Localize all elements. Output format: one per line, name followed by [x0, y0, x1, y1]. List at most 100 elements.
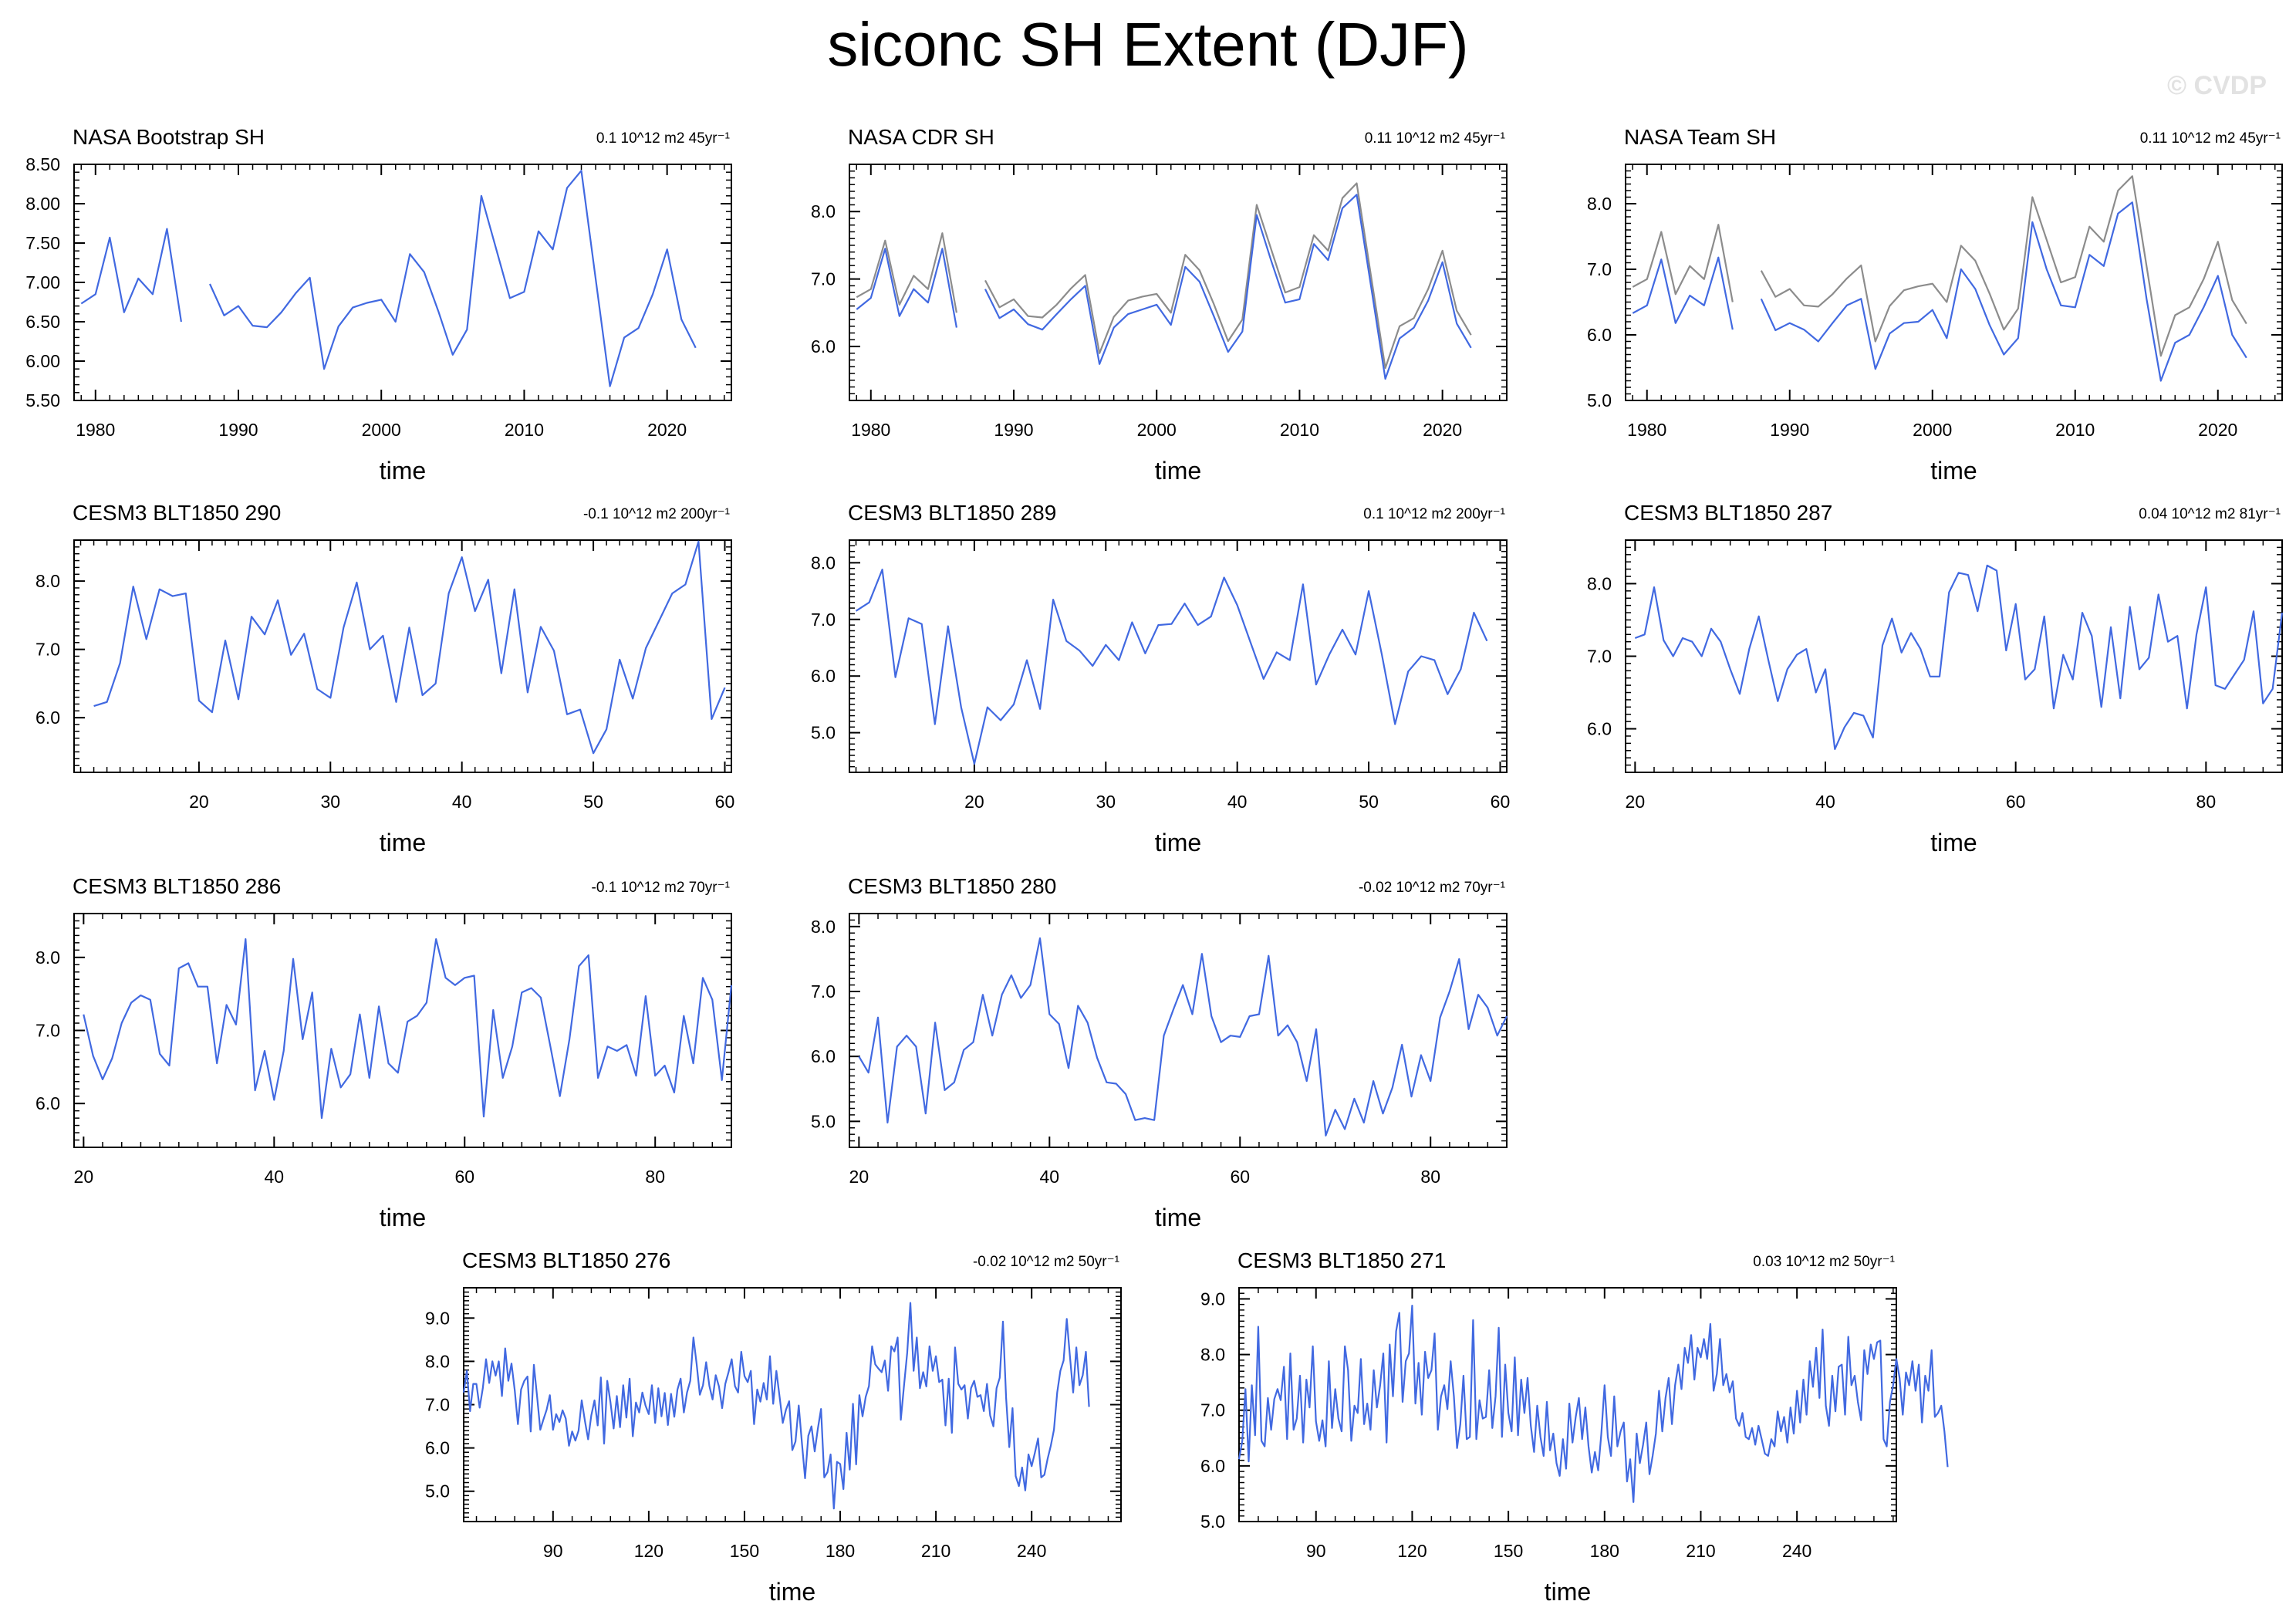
y-tick-label: 8.0 [35, 947, 60, 968]
plot-frame [73, 164, 732, 401]
x-tick-label: 50 [1359, 792, 1379, 812]
y-tick-label: 8.50 [25, 154, 60, 174]
x-tick-label: 2020 [1423, 420, 1462, 440]
y-tick-label: 5.0 [1587, 390, 1612, 410]
chart-title: NASA CDR SH [848, 125, 994, 149]
trend-label: 0.1 10^12 m2 200yr⁻¹ [1363, 506, 1505, 522]
plot-frame [73, 539, 732, 773]
x-tick-label: 60 [454, 1167, 474, 1187]
x-tick-label: 60 [1491, 792, 1511, 812]
x-axis-label: time [1545, 1578, 1591, 1606]
x-axis-label: time [1155, 1204, 1201, 1231]
trend-label: 0.11 10^12 m2 45yr⁻¹ [2140, 130, 2281, 147]
x-tick-label: 2020 [647, 420, 687, 440]
y-tick-label: 6.0 [1587, 325, 1612, 345]
x-tick-label: 2000 [362, 420, 401, 440]
y-tick-label: 5.0 [811, 723, 836, 743]
y-tick-label: 7.0 [811, 610, 836, 630]
y-tick-label: 7.0 [811, 269, 836, 289]
y-tick-label: 5.50 [25, 390, 60, 410]
x-tick-label: 2000 [1913, 420, 1952, 440]
y-tick-label: 5.0 [811, 1111, 836, 1131]
plot-frame [1625, 539, 2283, 773]
trend-label: -0.02 10^12 m2 50yr⁻¹ [973, 1254, 1119, 1270]
chart-panel: CESM3 BLT1850 271 0.03 10^12 m2 50yr⁻¹ tim… [1200, 1248, 1949, 1606]
x-tick-label: 40 [1227, 792, 1248, 812]
y-tick-label: 6.00 [25, 351, 60, 371]
y-tick-label: 7.0 [35, 1021, 60, 1041]
y-tick-label: 6.0 [1200, 1456, 1225, 1476]
cvdp-watermark: © CVDP [2167, 71, 2267, 100]
chart-panel: CESM3 BLT1850 289 0.1 10^12 m2 200yr⁻¹ tim… [811, 501, 1510, 856]
x-tick-label: 1990 [1770, 420, 1809, 440]
y-tick-label: 8.00 [25, 194, 60, 214]
y-tick-label: 6.0 [1587, 719, 1612, 739]
y-tick-label: 6.0 [811, 336, 836, 356]
x-tick-label: 2010 [505, 420, 544, 440]
chart-title: CESM3 BLT1850 287 [1624, 501, 1832, 525]
y-tick-label: 8.0 [811, 917, 836, 937]
x-tick-label: 90 [1306, 1541, 1326, 1561]
trend-label: 0.04 10^12 m2 81yr⁻¹ [2139, 506, 2281, 522]
x-tick-label: 90 [543, 1541, 563, 1561]
x-tick-label: 180 [1590, 1541, 1619, 1561]
x-tick-label: 20 [1626, 792, 1646, 812]
x-tick-label: 20 [849, 1167, 869, 1187]
y-tick-label: 8.0 [425, 1351, 450, 1371]
x-axis-label: time [380, 1204, 426, 1231]
x-tick-label: 1990 [218, 420, 258, 440]
x-tick-label: 240 [1017, 1541, 1046, 1561]
y-tick-label: 6.0 [811, 666, 836, 686]
chart-title: CESM3 BLT1850 276 [462, 1248, 670, 1272]
y-tick-label: 8.0 [35, 571, 60, 591]
x-tick-label: 40 [1815, 792, 1835, 812]
x-tick-label: 150 [730, 1541, 759, 1561]
y-tick-label: 6.50 [25, 312, 60, 332]
plot-frame [849, 539, 1508, 773]
chart-panel: CESM3 BLT1850 287 0.04 10^12 m2 81yr⁻¹ tim… [1587, 501, 2284, 856]
y-tick-label: 7.0 [35, 640, 60, 660]
chart-title: CESM3 BLT1850 290 [73, 501, 281, 525]
x-tick-label: 120 [634, 1541, 663, 1561]
x-tick-label: 40 [265, 1167, 285, 1187]
y-tick-label: 5.0 [1200, 1512, 1225, 1532]
x-tick-label: 60 [2006, 792, 2026, 812]
plot-frame [849, 164, 1508, 401]
x-tick-label: 20 [964, 792, 984, 812]
series-line-model [83, 938, 733, 1120]
y-tick-label: 7.0 [1587, 259, 1612, 279]
chart-panel: CESM3 BLT1850 290 -0.1 10^12 m2 200yr⁻¹ ti… [35, 501, 734, 856]
x-tick-label: 180 [826, 1541, 855, 1561]
page-title: siconc SH Extent (DJF) [827, 10, 1469, 79]
trend-label: 0.1 10^12 m2 45yr⁻¹ [596, 130, 730, 147]
x-tick-label: 60 [1230, 1167, 1250, 1187]
x-tick-label: 1980 [851, 420, 890, 440]
chart-title: NASA Team SH [1624, 125, 1776, 149]
x-tick-label: 240 [1782, 1541, 1811, 1561]
chart-panel: CESM3 BLT1850 280 -0.02 10^12 m2 70yr⁻¹ ti… [811, 874, 1508, 1231]
x-axis-label: time [1930, 829, 1977, 856]
x-axis-label: time [380, 829, 426, 856]
x-tick-label: 1980 [76, 420, 115, 440]
y-tick-label: 7.0 [1587, 647, 1612, 667]
y-tick-label: 6.0 [35, 1093, 60, 1113]
x-tick-label: 40 [452, 792, 472, 812]
y-tick-label: 7.0 [811, 981, 836, 1002]
series-line-model [1634, 564, 2284, 750]
chart-panel: NASA Bootstrap SH 0.1 10^12 m2 45yr⁻¹ time… [25, 125, 732, 485]
x-axis-label: time [769, 1578, 815, 1606]
x-tick-label: 2000 [1137, 420, 1177, 440]
x-tick-label: 2020 [2198, 420, 2237, 440]
x-tick-label: 20 [189, 792, 209, 812]
chart-panel: NASA CDR SH 0.11 10^12 m2 45yr⁻¹ time 1980 1… [811, 125, 1508, 485]
y-tick-label: 6.0 [425, 1438, 450, 1458]
x-tick-label: 1980 [1627, 420, 1666, 440]
plot-frame [849, 913, 1508, 1148]
y-tick-label: 8.0 [1587, 573, 1612, 593]
y-tick-label: 5.0 [425, 1481, 450, 1501]
y-tick-label: 7.0 [425, 1395, 450, 1415]
chart-title: CESM3 BLT1850 280 [848, 874, 1056, 898]
chart-title: CESM3 BLT1850 289 [848, 501, 1056, 525]
y-tick-label: 6.0 [35, 708, 60, 728]
